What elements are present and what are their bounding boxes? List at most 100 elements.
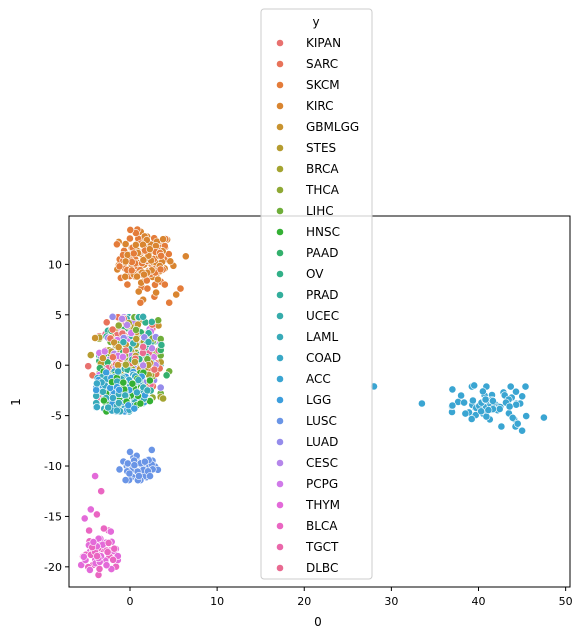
data-point <box>513 419 522 428</box>
x-tick-label: 50 <box>559 595 573 608</box>
legend-label: THYM <box>305 498 340 512</box>
legend-marker <box>276 123 284 131</box>
data-point <box>119 352 127 361</box>
data-point <box>114 398 123 407</box>
legend-marker <box>276 186 284 194</box>
legend-label: KIRC <box>306 99 334 113</box>
data-point <box>518 392 527 401</box>
legend-marker <box>276 249 284 257</box>
data-point <box>461 409 470 418</box>
data-point <box>181 252 190 261</box>
data-point <box>136 298 145 307</box>
y-tick-label: -20 <box>44 561 62 574</box>
data-point <box>147 344 156 353</box>
legend-marker <box>276 312 284 320</box>
x-tick-label: 40 <box>472 595 486 608</box>
legend-frame <box>260 8 373 580</box>
legend-label: KIPAN <box>306 36 341 50</box>
legend-label: TGCT <box>305 540 339 554</box>
data-point <box>91 472 99 480</box>
data-point <box>129 249 138 258</box>
data-point <box>130 461 139 470</box>
data-point <box>121 360 130 369</box>
data-point <box>108 325 117 334</box>
data-point <box>114 321 123 330</box>
data-point <box>121 391 130 400</box>
data-point <box>119 338 128 347</box>
data-point <box>106 527 115 536</box>
data-point <box>121 257 130 266</box>
data-point <box>114 367 122 376</box>
data-point <box>139 256 148 264</box>
data-point <box>467 415 476 423</box>
legend-label: LGG <box>306 393 331 407</box>
data-point <box>147 445 156 454</box>
data-point <box>139 361 147 370</box>
legend-marker <box>276 270 284 278</box>
data-point <box>152 288 160 297</box>
data-point <box>132 325 140 334</box>
legend-label: BLCA <box>306 519 338 533</box>
y-tick-label: -5 <box>51 410 62 423</box>
data-point <box>130 357 139 366</box>
legend-label: PCPG <box>306 477 338 491</box>
data-point <box>80 514 89 523</box>
data-point <box>122 346 130 355</box>
y-tick-label: -15 <box>44 510 62 523</box>
data-point <box>93 379 101 388</box>
legend-marker <box>276 354 284 362</box>
legend-marker <box>276 438 284 446</box>
y-axis: -20 -15 -10 -5 0 5 10 <box>44 258 69 574</box>
data-point <box>145 245 154 254</box>
data-point <box>139 342 147 351</box>
data-point <box>140 270 148 279</box>
data-point <box>495 405 504 413</box>
legend-label: CESC <box>306 456 338 470</box>
data-point <box>130 404 139 413</box>
points-layer <box>77 225 548 579</box>
data-point <box>124 401 133 410</box>
data-point <box>131 240 140 249</box>
legend-marker <box>276 564 284 572</box>
data-point <box>119 378 128 387</box>
y-axis-label: 1 <box>9 398 23 406</box>
legend-label: LIHC <box>306 204 334 218</box>
data-point <box>86 351 95 359</box>
data-point <box>99 354 107 363</box>
legend-title: y <box>312 15 319 29</box>
data-point <box>123 280 132 289</box>
data-point <box>144 338 153 346</box>
legend-label: PRAD <box>306 288 339 302</box>
data-point <box>108 312 117 321</box>
data-point <box>172 290 181 299</box>
data-point <box>160 280 169 289</box>
x-axis-label: 0 <box>314 615 322 629</box>
data-point <box>86 505 95 514</box>
legend-label: ACC <box>306 372 331 386</box>
data-point <box>477 407 485 416</box>
y-tick-label: 10 <box>48 258 62 271</box>
legend-marker <box>276 165 284 173</box>
data-point <box>134 287 143 296</box>
data-point <box>162 371 171 380</box>
data-point <box>123 321 131 329</box>
data-point <box>484 406 493 414</box>
data-point <box>482 412 491 421</box>
legend-marker <box>276 396 284 404</box>
x-tick-label: 20 <box>297 595 311 608</box>
data-point <box>89 538 98 546</box>
legend-label: DLBC <box>306 561 338 575</box>
data-point <box>521 382 530 391</box>
data-point <box>109 353 117 362</box>
legend-marker <box>276 522 284 530</box>
data-point <box>113 406 121 415</box>
data-point <box>125 469 134 478</box>
legend-label: SKCM <box>306 78 340 92</box>
data-point <box>100 524 108 533</box>
legend-marker <box>276 375 284 383</box>
legend-label: LAML <box>306 330 339 344</box>
data-point <box>159 235 167 244</box>
data-point <box>93 552 101 560</box>
data-point <box>97 487 106 496</box>
